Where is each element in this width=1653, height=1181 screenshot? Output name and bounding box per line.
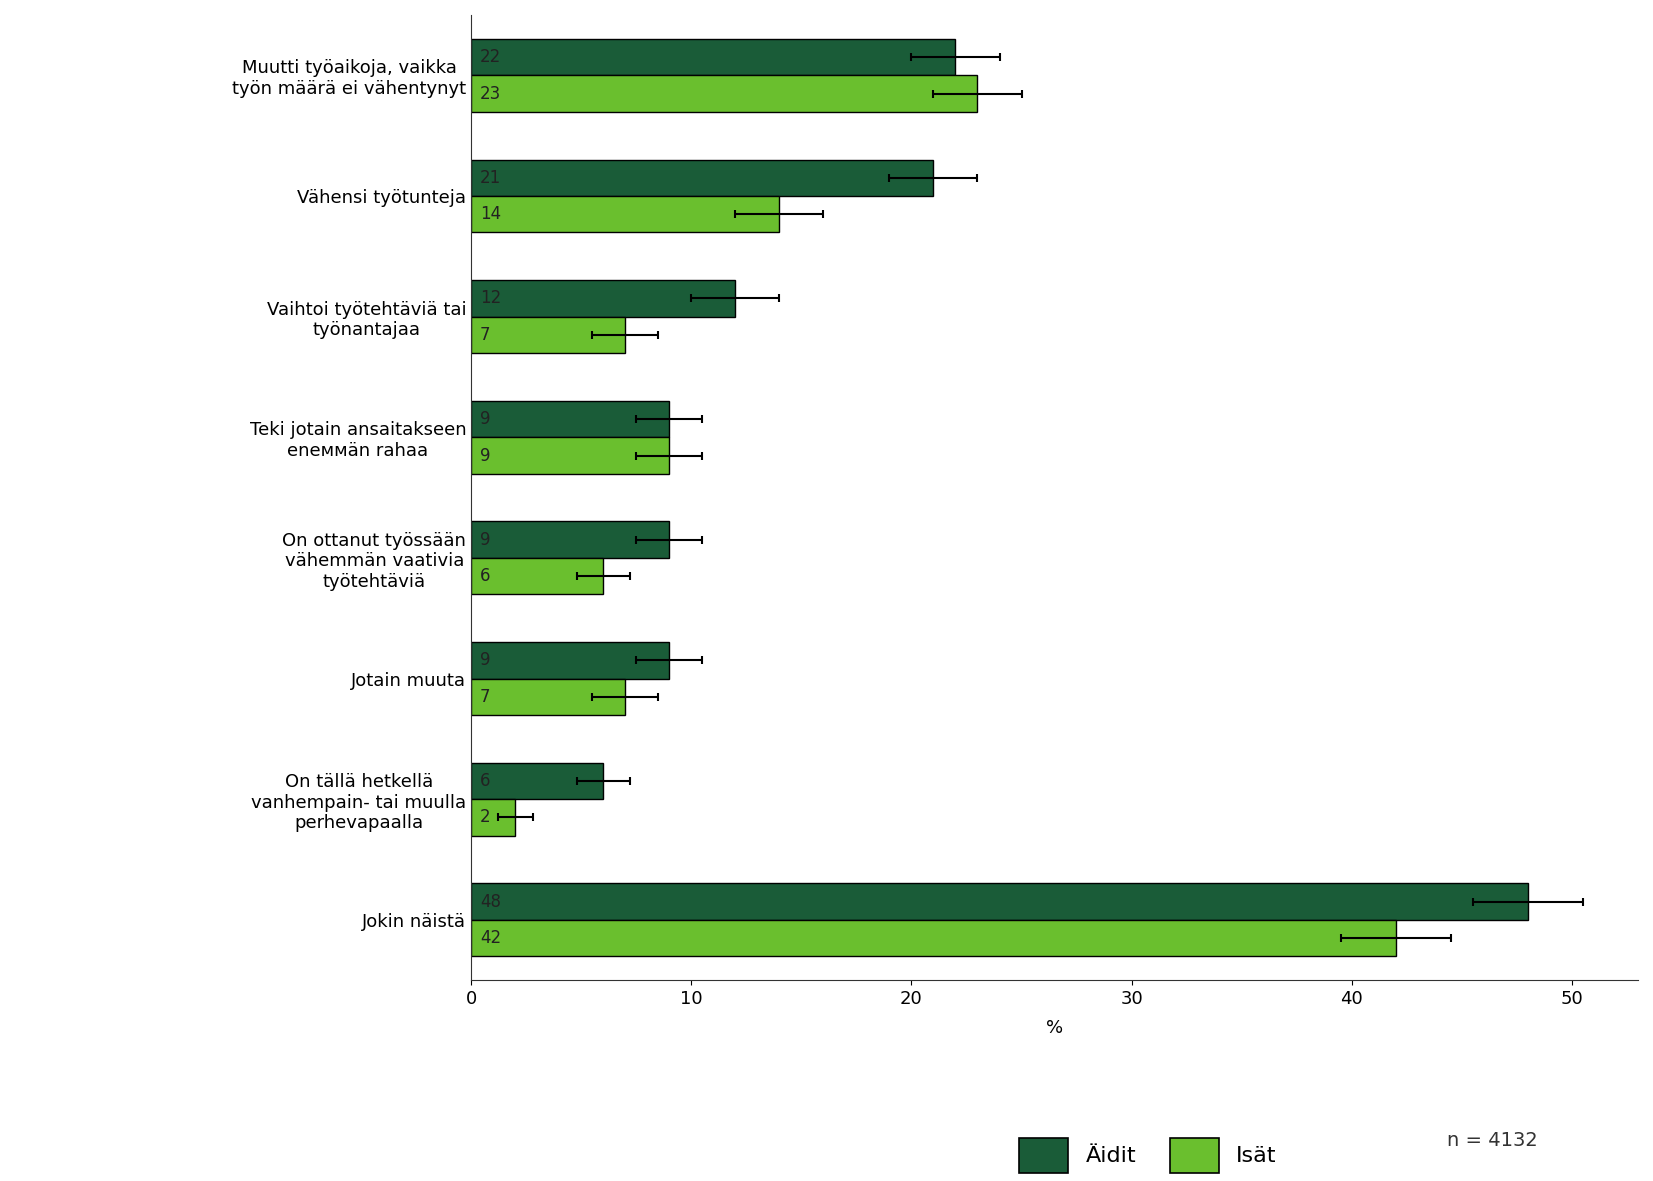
Bar — [471, 763, 603, 800]
Text: 14: 14 — [479, 205, 501, 223]
Bar — [471, 522, 669, 557]
Text: 42: 42 — [479, 929, 501, 947]
X-axis label: %: % — [1046, 1019, 1063, 1037]
Text: 2: 2 — [479, 809, 491, 827]
Bar — [471, 400, 669, 437]
Text: 21: 21 — [479, 169, 501, 187]
Bar — [471, 920, 1395, 957]
Text: 7: 7 — [479, 326, 491, 344]
Bar — [471, 317, 625, 353]
Bar — [471, 280, 736, 317]
Bar — [471, 159, 934, 196]
Bar — [471, 800, 516, 836]
Text: n = 4132: n = 4132 — [1446, 1130, 1537, 1149]
Text: 6: 6 — [479, 772, 491, 790]
Bar — [471, 642, 669, 679]
Text: 48: 48 — [479, 893, 501, 911]
Text: 9: 9 — [479, 446, 491, 464]
Legend: Äidit, Isät: Äidit, Isät — [1010, 1129, 1286, 1181]
Bar — [471, 196, 779, 233]
Bar — [471, 76, 977, 112]
Bar — [471, 39, 955, 76]
Bar — [471, 437, 669, 474]
Text: 9: 9 — [479, 652, 491, 670]
Text: 9: 9 — [479, 530, 491, 549]
Text: 23: 23 — [479, 85, 501, 103]
Text: 12: 12 — [479, 289, 501, 307]
Bar — [471, 679, 625, 715]
Text: 6: 6 — [479, 567, 491, 585]
Bar — [471, 883, 1527, 920]
Text: 7: 7 — [479, 687, 491, 706]
Text: 22: 22 — [479, 48, 501, 66]
Text: 9: 9 — [479, 410, 491, 428]
Bar — [471, 557, 603, 594]
